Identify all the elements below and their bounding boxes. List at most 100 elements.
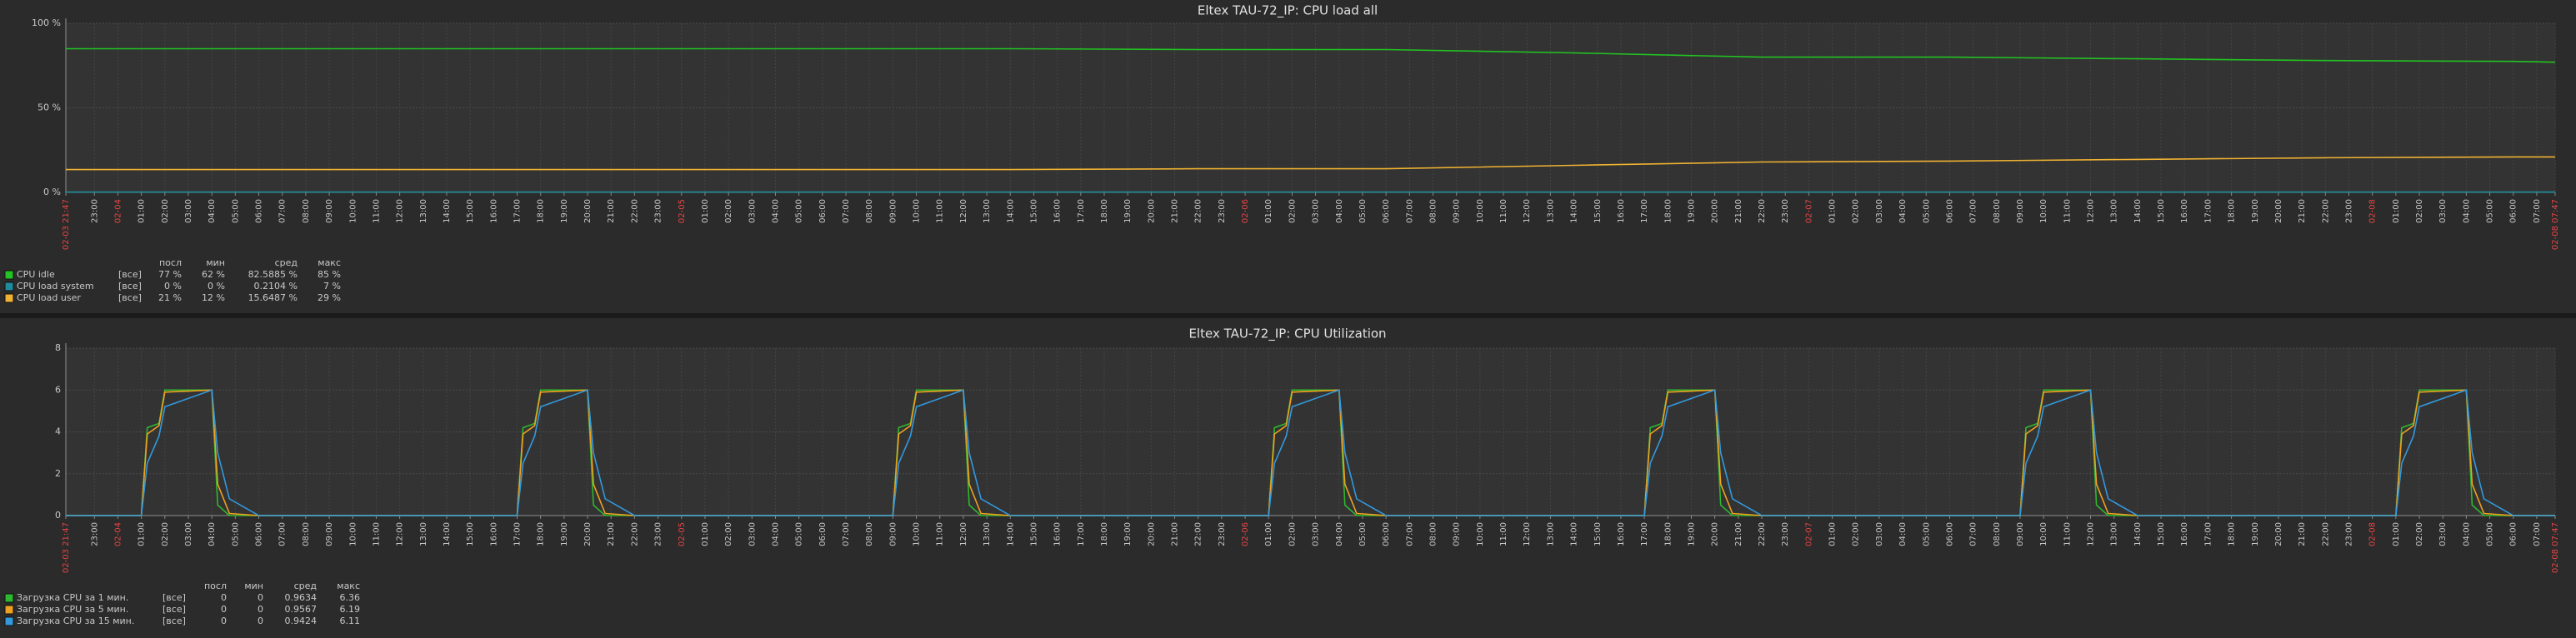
- x-tick-label: 23:00: [2344, 522, 2353, 546]
- x-tick-label: 01:00: [1828, 522, 1838, 546]
- x-tick-label: 01:00: [1264, 522, 1273, 546]
- legend-header: посл: [159, 257, 182, 268]
- legend-stat: 62 %: [202, 269, 225, 280]
- x-tick-label: 09:00: [325, 522, 334, 546]
- x-tick-label: 16:00: [489, 522, 498, 546]
- legend-function: [все]: [118, 269, 142, 280]
- x-tick-label: 05:00: [795, 522, 804, 546]
- x-tick-label: 17:00: [1077, 522, 1086, 546]
- x-tick-label: 17:00: [513, 199, 523, 223]
- x-tick-label: 10:00: [913, 199, 922, 223]
- x-tick-label: 23:00: [90, 199, 99, 223]
- x-tick-label: 03:00: [1875, 199, 1884, 223]
- x-tick-label: 10:00: [2039, 199, 2048, 223]
- x-tick-label: 14:00: [2133, 522, 2143, 546]
- x-tick-label: 18:00: [1100, 199, 1109, 223]
- x-tick-label: 05:00: [1358, 199, 1368, 223]
- x-tick-label: 23:00: [1218, 199, 1227, 223]
- x-tick-label: 02-06: [1241, 199, 1250, 223]
- x-tick-label: 23:00: [1781, 199, 1790, 223]
- legend-function: [все]: [163, 604, 186, 615]
- x-tick-label: 01:00: [138, 199, 147, 223]
- x-tick-label: 23:00: [1218, 522, 1227, 546]
- x-tick-label: 01:00: [138, 522, 147, 546]
- legend-stat: 6.36: [340, 592, 361, 603]
- x-tick-label: 05:00: [2486, 522, 2495, 546]
- legend-name: CPU load user: [17, 292, 81, 303]
- x-tick-label: 11:00: [936, 199, 945, 223]
- legend-swatch: [4, 282, 14, 292]
- x-tick-label: 02-07: [1804, 199, 1813, 223]
- x-tick-label: 15:00: [2157, 199, 2166, 223]
- x-tick-label: 13:00: [419, 522, 428, 546]
- x-tick-label: 15:00: [1593, 522, 1603, 546]
- legend-stat: 21 %: [158, 292, 182, 303]
- x-tick-label: 12:00: [396, 199, 405, 223]
- x-tick-label: 03:00: [1312, 522, 1321, 546]
- x-tick-label: 02-04: [113, 522, 123, 546]
- x-tick-label: 15:00: [1029, 522, 1038, 546]
- x-tick-label: 08:00: [302, 199, 311, 223]
- x-tick-label: 05:00: [1922, 522, 1931, 546]
- x-tick-label: 03:00: [184, 199, 193, 223]
- x-tick-label: 02:00: [2415, 199, 2424, 223]
- legend-stat: 29 %: [318, 292, 341, 303]
- legend-swatch: [4, 293, 14, 303]
- x-tick-label: 19:00: [1687, 199, 1696, 223]
- x-tick-label: 02:00: [1288, 199, 1297, 223]
- x-tick-label: 04:00: [2462, 199, 2471, 223]
- y-tick-label: 0 %: [43, 187, 61, 197]
- legend-header: мин: [244, 581, 263, 591]
- x-tick-label: 22:00: [1758, 199, 1767, 223]
- x-tick-label: 01:00: [2392, 522, 2401, 546]
- x-tick-label: 13:00: [2110, 199, 2119, 223]
- x-tick-label: 01:00: [1264, 199, 1273, 223]
- x-tick-label: 11:00: [1499, 522, 1508, 546]
- x-tick-label: 18:00: [1100, 522, 1109, 546]
- x-tick-label: 12:00: [1523, 199, 1532, 223]
- x-tick-label: 20:00: [1147, 522, 1156, 546]
- x-tick-label: 12:00: [2087, 199, 2096, 223]
- x-tick-label: 15:00: [1029, 199, 1038, 223]
- x-tick-label: 17:00: [2203, 199, 2213, 223]
- x-tick-label: 21:00: [1171, 522, 1180, 546]
- x-tick-label: 14:00: [2133, 199, 2143, 223]
- x-tick-label: 20:00: [583, 522, 593, 546]
- x-tick-label: 17:00: [1640, 522, 1649, 546]
- x-tick-label: 01:00: [1828, 199, 1838, 223]
- x-tick-label: 14:00: [1006, 199, 1015, 223]
- legend-function: [все]: [118, 292, 142, 303]
- legend-header: макс: [337, 581, 360, 591]
- x-tick-label: 17:00: [1640, 199, 1649, 223]
- y-tick-label: 0: [55, 510, 61, 521]
- x-tick-label: 19:00: [560, 522, 569, 546]
- x-tick-label: 17:00: [1077, 199, 1086, 223]
- x-tick-label: 22:00: [2321, 522, 2330, 546]
- x-tick-label: 06:00: [1382, 199, 1391, 223]
- legend-header: посл: [204, 581, 227, 591]
- x-tick-label: 19:00: [1123, 522, 1133, 546]
- legend-stat: 12 %: [202, 292, 225, 303]
- x-tick-label: 02-03 21:47: [62, 522, 71, 573]
- legend-stat: 0: [258, 604, 263, 615]
- legend-stat: 6.19: [340, 604, 361, 615]
- x-tick-label: 03:00: [748, 522, 757, 546]
- x-tick-label: 15:00: [466, 199, 475, 223]
- x-tick-label: 05:00: [795, 199, 804, 223]
- x-tick-label: 04:00: [1335, 522, 1344, 546]
- x-tick-label: 23:00: [1781, 522, 1790, 546]
- x-tick-label: 14:00: [443, 522, 452, 546]
- x-tick-label: 22:00: [1758, 522, 1767, 546]
- legend-name: Загрузка CPU за 15 мин.: [17, 616, 134, 626]
- legend-stat: 0: [258, 592, 263, 603]
- x-tick-label: 06:00: [1945, 522, 1954, 546]
- x-tick-label: 18:00: [1663, 522, 1673, 546]
- x-tick-label: 02-05: [678, 522, 687, 546]
- x-tick-label: 09:00: [1453, 522, 1462, 546]
- x-tick-label: 20:00: [1147, 199, 1156, 223]
- x-tick-label: 16:00: [2180, 199, 2189, 223]
- x-tick-label: 04:00: [1898, 199, 1908, 223]
- x-tick-label: 06:00: [1382, 522, 1391, 546]
- series-line: [66, 156, 2555, 171]
